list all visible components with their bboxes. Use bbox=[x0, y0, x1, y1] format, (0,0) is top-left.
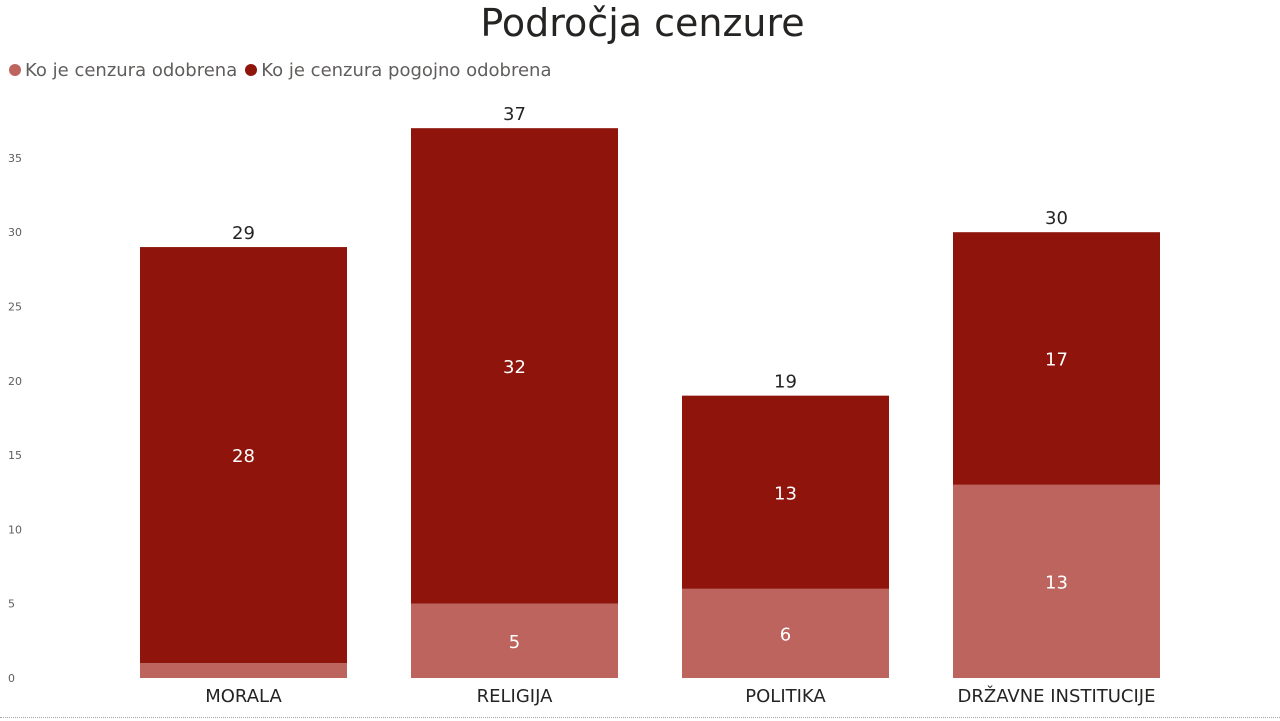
total-data-label: 30 bbox=[1045, 208, 1068, 229]
segment-data-label: 17 bbox=[1045, 350, 1068, 371]
y-tick-label: 20 bbox=[8, 375, 22, 388]
y-tick-label: 10 bbox=[8, 523, 22, 536]
bottom-divider bbox=[0, 717, 1280, 718]
segment-data-label: 6 bbox=[780, 624, 791, 645]
y-tick-label: 25 bbox=[8, 301, 22, 314]
legend-marker-pogojno-odobrena bbox=[245, 64, 258, 76]
segment-data-label: 28 bbox=[232, 446, 255, 467]
y-tick-label: 35 bbox=[8, 152, 22, 165]
bar-segment[interactable] bbox=[140, 663, 347, 678]
y-tick-label: 5 bbox=[8, 598, 15, 611]
total-data-label: 29 bbox=[232, 223, 255, 244]
segment-data-label: 32 bbox=[503, 357, 526, 378]
legend-item-odobrena[interactable]: Ko je cenzura odobrena bbox=[9, 60, 237, 81]
legend-marker-odobrena bbox=[9, 64, 21, 76]
category-label: DRŽAVNE INSTITUCIJE bbox=[958, 685, 1156, 707]
bar-segment[interactable] bbox=[953, 484, 1160, 678]
bar-segment[interactable] bbox=[140, 247, 347, 664]
total-data-label: 37 bbox=[503, 104, 526, 125]
y-tick-label: 0 bbox=[8, 672, 15, 685]
legend-item-pogojno-odobrena[interactable]: Ko je cenzura pogojno odobrena bbox=[245, 60, 551, 81]
category-label: MORALA bbox=[205, 686, 282, 707]
bar-segment[interactable] bbox=[682, 588, 889, 678]
segment-data-label: 5 bbox=[509, 632, 520, 653]
bar-segment[interactable] bbox=[411, 128, 618, 604]
category-label: POLITIKA bbox=[745, 686, 826, 707]
y-tick-label: 30 bbox=[8, 226, 22, 239]
bar-segment[interactable] bbox=[411, 603, 618, 678]
category-label: RELIGIJA bbox=[477, 686, 553, 707]
segment-data-label: 13 bbox=[1045, 572, 1068, 593]
legend-label-odobrena: Ko je cenzura odobrena bbox=[25, 59, 238, 81]
y-tick-label: 15 bbox=[8, 449, 22, 462]
legend: Ko je cenzura odobrena Ko je cenzura pog… bbox=[9, 57, 559, 83]
bar-segment[interactable] bbox=[682, 395, 889, 589]
chart-title: Področja cenzure bbox=[480, 1, 805, 45]
legend-label-pogojno-odobrena: Ko je cenzura pogojno odobrena bbox=[261, 59, 552, 81]
bar-segment[interactable] bbox=[953, 232, 1160, 485]
segment-data-label: 13 bbox=[774, 483, 797, 504]
total-data-label: 19 bbox=[774, 372, 797, 393]
